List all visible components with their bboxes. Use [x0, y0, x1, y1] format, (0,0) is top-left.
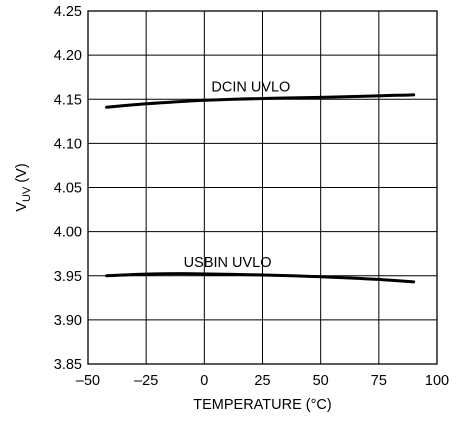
- series-group: [105, 93, 416, 284]
- y-tick-label: 4.20: [54, 48, 82, 64]
- y-tick-label: 3.85: [54, 357, 82, 373]
- x-tick-label: 100: [425, 373, 449, 389]
- y-tick-label: 3.90: [54, 313, 82, 329]
- y-axis-title: VUV (V): [14, 163, 33, 211]
- x-tick-label: 0: [200, 373, 208, 389]
- series-label-dcin-uvlo: DCIN UVLO: [211, 79, 290, 95]
- y-tick-label: 4.05: [54, 181, 82, 197]
- series-line-dcin-uvlo: [105, 93, 416, 109]
- x-tick-labels: –50 –25 0 25 50 75 100: [76, 373, 449, 389]
- y-axis-title-unit: (V): [14, 163, 30, 186]
- x-axis-title: TEMPERATURE (°C): [193, 397, 331, 413]
- series-labels: DCIN UVLO USBIN UVLO: [184, 79, 291, 271]
- series-label-usbin-uvlo: USBIN UVLO: [184, 255, 272, 271]
- series-line-usbin-uvlo: [105, 272, 416, 284]
- y-tick-label: 4.00: [54, 225, 82, 241]
- y-tick-labels: 3.85 3.90 3.95 4.00 4.05 4.10 4.15 4.20 4.25: [54, 4, 82, 373]
- y-tick-label: 4.15: [54, 92, 82, 108]
- x-tick-label: 25: [254, 373, 270, 389]
- grid: [87, 10, 438, 365]
- y-tick-label: 4.25: [54, 4, 82, 20]
- y-axis-title-subscript: UV: [21, 186, 33, 202]
- x-tick-label: 75: [371, 373, 387, 389]
- y-axis-title-main: V: [14, 202, 30, 212]
- x-tick-label: –25: [134, 373, 158, 389]
- x-tick-label: –50: [76, 373, 100, 389]
- x-tick-label: 50: [313, 373, 329, 389]
- y-tick-label: 3.95: [54, 269, 82, 285]
- y-tick-label: 4.10: [54, 136, 82, 152]
- plot-frame: [87, 10, 438, 365]
